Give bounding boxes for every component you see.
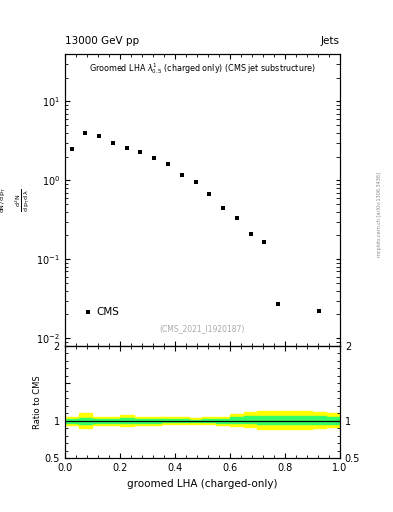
Text: (CMS_2021_I1920187): (CMS_2021_I1920187) xyxy=(160,324,245,333)
Text: Jets: Jets xyxy=(321,36,340,46)
X-axis label: groomed LHA (charged-only): groomed LHA (charged-only) xyxy=(127,479,277,488)
Text: mcplots.cern.ch [arXiv:1306.3436]: mcplots.cern.ch [arXiv:1306.3436] xyxy=(377,173,382,258)
Text: 13000 GeV pp: 13000 GeV pp xyxy=(65,36,139,46)
Y-axis label: $\mathregular{\frac{1}{\mathrm{d}N\,/\,\mathrm{d}\,p_\mathrm{T}}}$
$\mathregular: $\mathregular{\frac{1}{\mathrm{d}N\,/\,\… xyxy=(0,186,32,213)
Text: Groomed LHA $\lambda^1_{0.5}$ (charged only) (CMS jet substructure): Groomed LHA $\lambda^1_{0.5}$ (charged o… xyxy=(89,61,316,76)
Text: CMS: CMS xyxy=(97,307,119,317)
Y-axis label: Ratio to CMS: Ratio to CMS xyxy=(33,375,42,429)
